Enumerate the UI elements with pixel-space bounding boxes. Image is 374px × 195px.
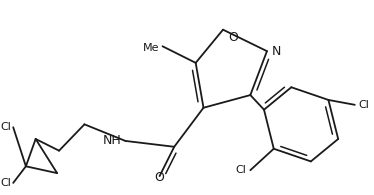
Text: O: O	[228, 31, 238, 44]
Text: Cl: Cl	[236, 165, 246, 175]
Text: NH: NH	[103, 134, 122, 147]
Text: Cl: Cl	[359, 100, 370, 110]
Text: Cl: Cl	[0, 122, 11, 132]
Text: Me: Me	[143, 43, 160, 53]
Text: Cl: Cl	[0, 178, 11, 188]
Text: N: N	[272, 45, 281, 58]
Text: O: O	[155, 171, 165, 184]
